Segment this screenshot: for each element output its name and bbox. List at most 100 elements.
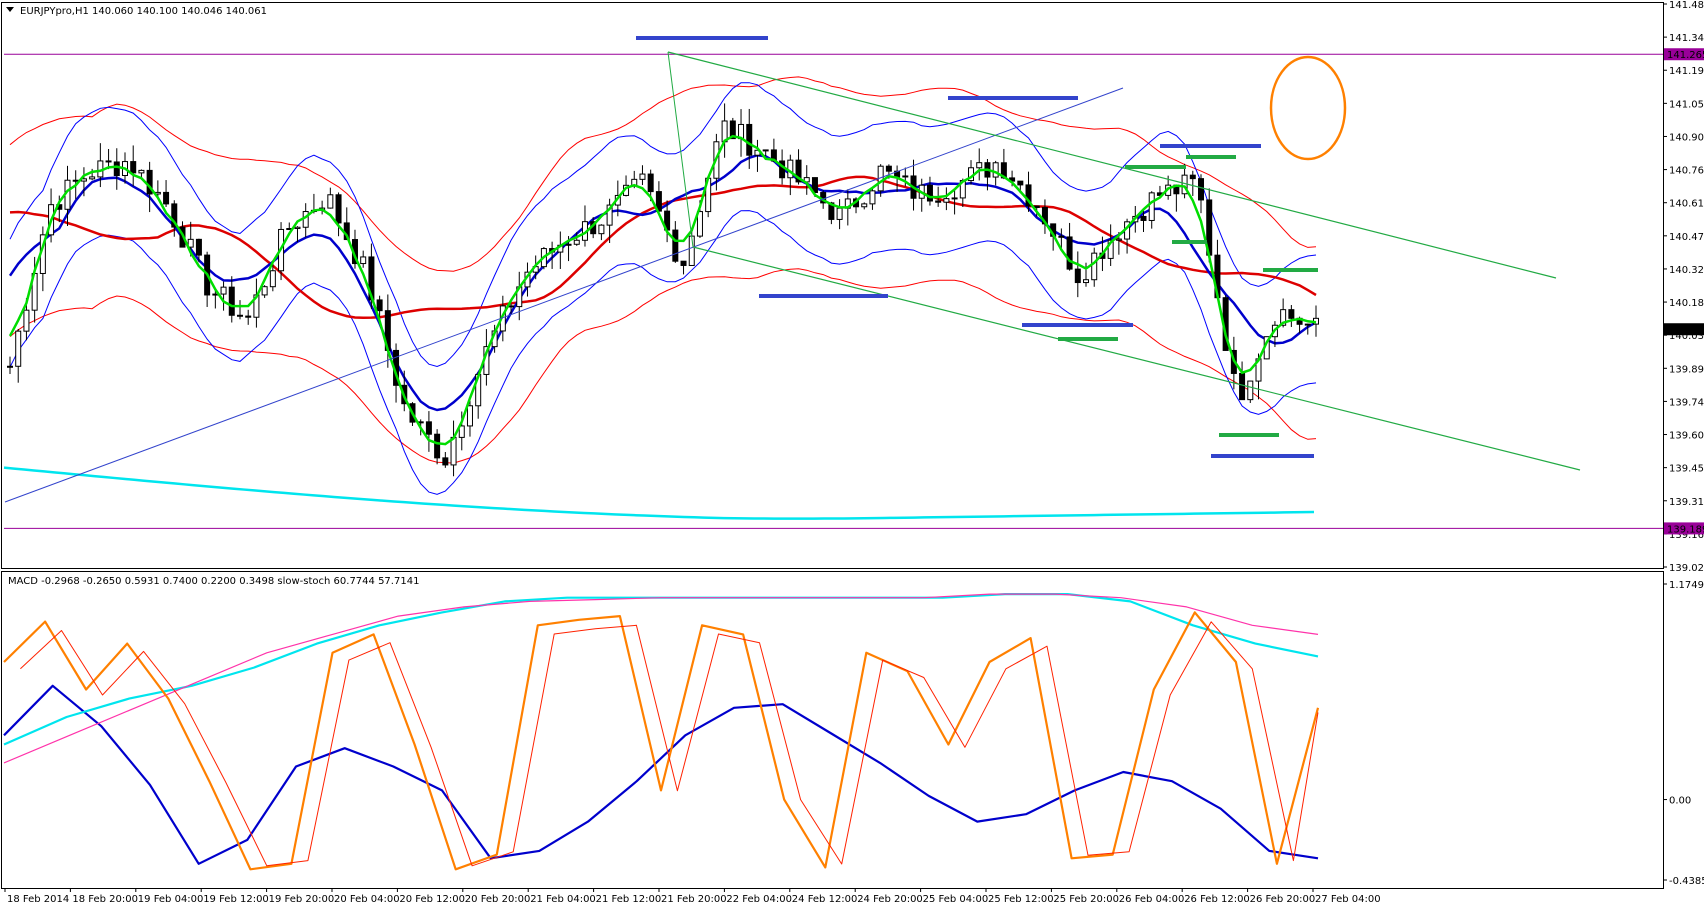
candle-body	[993, 163, 998, 177]
bollinger-upper-red	[10, 77, 1316, 271]
channel-lower-line	[693, 247, 1580, 470]
candle-body	[1199, 179, 1204, 200]
time-tick-label: 25 Feb 20:00	[1053, 894, 1119, 905]
price-tick-label: 140.905	[1669, 132, 1704, 143]
candle-body	[1018, 181, 1023, 185]
candle-body	[213, 294, 218, 295]
candle-body	[246, 316, 251, 317]
candle-body	[196, 239, 201, 255]
candle-body	[574, 240, 579, 244]
candle-body	[862, 204, 867, 207]
candle-body	[977, 163, 982, 168]
candle-body	[328, 195, 333, 208]
candle-body	[1034, 206, 1039, 207]
candle-body	[886, 166, 891, 171]
candle-body	[1240, 373, 1245, 399]
price-tick-label: 139.310	[1669, 497, 1704, 508]
price-tick-label: 139.455	[1669, 464, 1704, 475]
candle-body	[426, 422, 431, 434]
candle-body	[270, 271, 275, 287]
time-tick-label: 25 Feb 04:00	[923, 894, 989, 905]
time-tick-label: 20 Feb 20:00	[465, 894, 531, 905]
time-tick-label: 26 Feb 04:00	[1119, 894, 1185, 905]
bollinger-lower-blue	[10, 211, 1316, 495]
candle-body	[164, 192, 169, 203]
candle-body	[451, 437, 456, 465]
price-tick-label: 139.890	[1669, 364, 1704, 375]
current-price-label: 140.061	[1667, 325, 1704, 336]
candle-body	[936, 201, 941, 202]
candle-body	[24, 310, 29, 331]
candle-body	[229, 287, 234, 315]
candle-body	[377, 300, 382, 311]
dropdown-triangle-icon	[6, 7, 14, 12]
time-tick-label: 19 Feb 20:00	[269, 894, 335, 905]
candle-body	[673, 230, 678, 261]
time-tick-label: 22 Feb 04:00	[726, 894, 792, 905]
candle-body	[1092, 253, 1097, 280]
candle-body	[221, 287, 226, 294]
time-tick-label: 20 Feb 12:00	[399, 894, 465, 905]
candle-body	[435, 434, 440, 458]
price-frame	[2, 3, 1664, 569]
trendline-blue	[5, 88, 1123, 502]
candle-body	[16, 331, 21, 366]
price-tick-label: 140.760	[1669, 166, 1704, 177]
oscillator-panel: MACD -0.2968 -0.2650 0.5931 0.7400 0.220…	[2, 572, 1704, 889]
candle-body	[903, 176, 908, 177]
time-tick-label: 19 Feb 12:00	[203, 894, 269, 905]
price-tick-label: 141.050	[1669, 99, 1704, 110]
time-tick-label: 26 Feb 12:00	[1184, 894, 1250, 905]
candle-body	[237, 315, 242, 316]
candle-body	[944, 199, 949, 203]
price-panel: EURJPYpro,H1 140.060 140.100 140.046 140…	[2, 0, 1704, 574]
candle-body	[1067, 237, 1072, 269]
candle-body	[131, 162, 136, 173]
price-tick-label: 141.195	[1669, 66, 1704, 77]
candle-body	[1248, 381, 1253, 400]
candle-body	[1141, 216, 1146, 220]
candle-body	[73, 180, 78, 181]
osc-tick-label: -0.4385	[1669, 876, 1704, 887]
price-tick-label: 139.600	[1669, 431, 1704, 442]
time-tick-label: 21 Feb 12:00	[596, 894, 662, 905]
price-header: EURJPYpro,H1 140.060 140.100 140.046 140…	[20, 6, 267, 17]
time-tick-label: 21 Feb 04:00	[530, 894, 596, 905]
time-tick-label: 18 Feb 2014	[7, 894, 69, 905]
time-tick-label: 24 Feb 20:00	[857, 894, 923, 905]
macd-signal-cyan-line	[4, 594, 1318, 744]
level-price-label: 139.189	[1667, 524, 1704, 535]
candle-body	[1084, 280, 1089, 283]
price-tick-label: 140.615	[1669, 199, 1704, 210]
candle-body	[681, 261, 686, 265]
candle-body	[114, 162, 119, 176]
price-tick-label: 140.180	[1669, 298, 1704, 309]
candle-body	[295, 227, 300, 228]
oscillator-header: MACD -0.2968 -0.2650 0.5931 0.7400 0.220…	[8, 576, 419, 587]
candle-body	[763, 150, 768, 151]
level-price-label: 141.265	[1667, 50, 1704, 61]
candle-body	[1059, 236, 1064, 237]
highlight-ellipse	[1271, 57, 1345, 159]
candle-body	[1149, 193, 1154, 221]
time-tick-label: 24 Feb 12:00	[792, 894, 858, 905]
price-tick-label: 141.485	[1669, 0, 1704, 11]
stoch-line	[4, 612, 1318, 869]
candle-body	[1075, 269, 1080, 282]
candle-body	[648, 174, 653, 192]
candle-body	[336, 195, 341, 223]
candle-body	[8, 366, 13, 367]
ema-long-line	[4, 468, 1314, 519]
candle-body	[1116, 239, 1121, 240]
candle-body	[640, 174, 645, 179]
price-tick-label: 139.745	[1669, 397, 1704, 408]
time-tick-label: 19 Feb 04:00	[138, 894, 204, 905]
macd-signal-magenta-line	[4, 594, 1318, 763]
candle-body	[599, 225, 604, 234]
oscillator-frame	[2, 572, 1664, 889]
candle-body	[1305, 324, 1310, 325]
candle-body	[443, 458, 448, 465]
